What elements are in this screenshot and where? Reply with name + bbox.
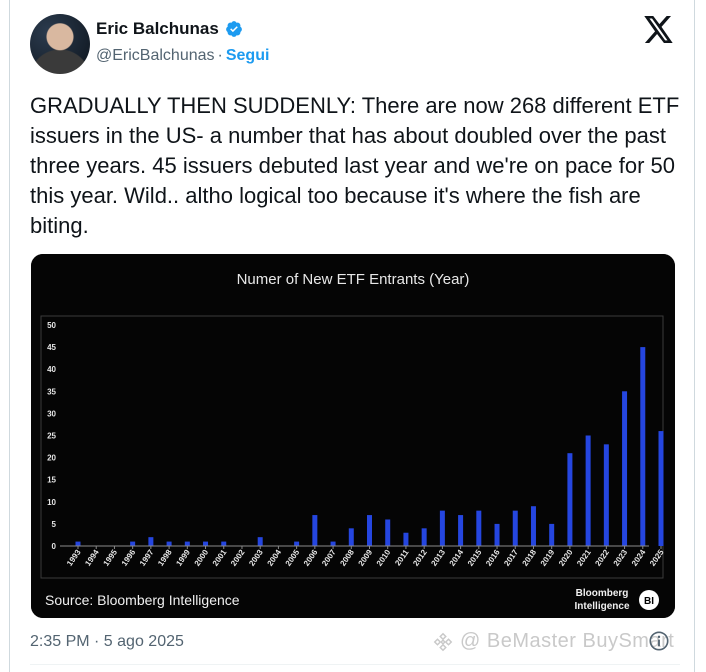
separator: · xyxy=(217,47,223,64)
bar xyxy=(221,541,227,546)
bar xyxy=(567,453,573,546)
follow-button[interactable]: Segui xyxy=(225,47,270,64)
bar xyxy=(330,541,336,546)
chart-source: Source: Bloomberg Intelligence xyxy=(45,592,240,608)
y-tick-label: 0 xyxy=(52,542,57,551)
bar xyxy=(476,510,482,546)
y-tick-label: 35 xyxy=(47,387,56,396)
bar xyxy=(148,537,154,546)
verified-badge-icon xyxy=(225,21,242,37)
watermark-text: @ BeMaster BuySmart xyxy=(460,630,675,652)
bar xyxy=(257,537,263,546)
bar xyxy=(312,515,318,546)
bar xyxy=(403,532,409,546)
author-name[interactable]: Eric Balchunas xyxy=(96,19,219,38)
bars xyxy=(75,347,664,546)
y-tick-label: 40 xyxy=(47,365,56,374)
watermark: @ BeMaster BuySmart xyxy=(432,630,674,653)
y-tick-label: 30 xyxy=(47,409,56,418)
bar xyxy=(75,541,81,546)
bar xyxy=(658,431,664,546)
tweet-text: GRADUALLY THEN SUDDENLY: There are now 2… xyxy=(30,93,680,238)
chart-title: Numer of New ETF Entrants (Year) xyxy=(237,271,470,288)
avatar[interactable] xyxy=(30,14,90,74)
bar xyxy=(385,519,391,546)
info-icon[interactable] xyxy=(648,630,670,652)
y-tick-label: 25 xyxy=(47,432,56,441)
bar xyxy=(294,541,300,546)
bar xyxy=(512,510,518,546)
bar xyxy=(184,541,190,546)
y-tick-label: 10 xyxy=(47,498,56,507)
chart-image[interactable]: Numer of New ETF Entrants (Year) 0 5 10 15 2… xyxy=(31,254,675,618)
y-axis: 0 5 10 15 20 25 30 35 40 45 50 xyxy=(47,321,56,551)
divider xyxy=(30,664,680,665)
brand-line-1: Bloomberg xyxy=(576,588,629,599)
bi-badge-label: BI xyxy=(644,596,654,607)
y-tick-label: 50 xyxy=(47,321,56,330)
tweet-timestamp[interactable]: 2:35 PM · 5 ago 2025 xyxy=(30,633,184,650)
bar xyxy=(130,541,136,546)
y-tick-label: 5 xyxy=(52,520,57,529)
bar xyxy=(439,510,445,546)
author-handle-row: @EricBalchunas · Segui xyxy=(96,47,269,65)
bar xyxy=(622,391,628,546)
bar xyxy=(530,506,536,546)
bar xyxy=(458,515,464,546)
bar xyxy=(421,528,427,546)
chart-background xyxy=(31,254,675,618)
x-logo-icon[interactable] xyxy=(644,16,674,43)
binance-logo-icon xyxy=(433,632,453,651)
bar xyxy=(640,347,646,546)
bi-badge xyxy=(639,590,659,610)
y-tick-label: 45 xyxy=(47,343,56,352)
bar-chart: Numer of New ETF Entrants (Year) 0 5 10 15 2… xyxy=(31,254,675,618)
brand-line-2: Intelligence xyxy=(574,601,629,612)
bar xyxy=(494,523,500,546)
y-tick-label: 20 xyxy=(47,454,56,463)
bar xyxy=(549,523,555,546)
author-handle[interactable]: @EricBalchunas xyxy=(96,47,215,64)
bar xyxy=(367,515,372,546)
bar xyxy=(166,541,172,546)
bar xyxy=(203,541,209,546)
tweet-card xyxy=(9,0,695,672)
bar xyxy=(585,435,591,546)
bar xyxy=(348,528,354,546)
bar xyxy=(603,444,609,546)
author-name-row: Eric Balchunas xyxy=(96,19,243,39)
y-tick-label: 15 xyxy=(47,476,56,485)
